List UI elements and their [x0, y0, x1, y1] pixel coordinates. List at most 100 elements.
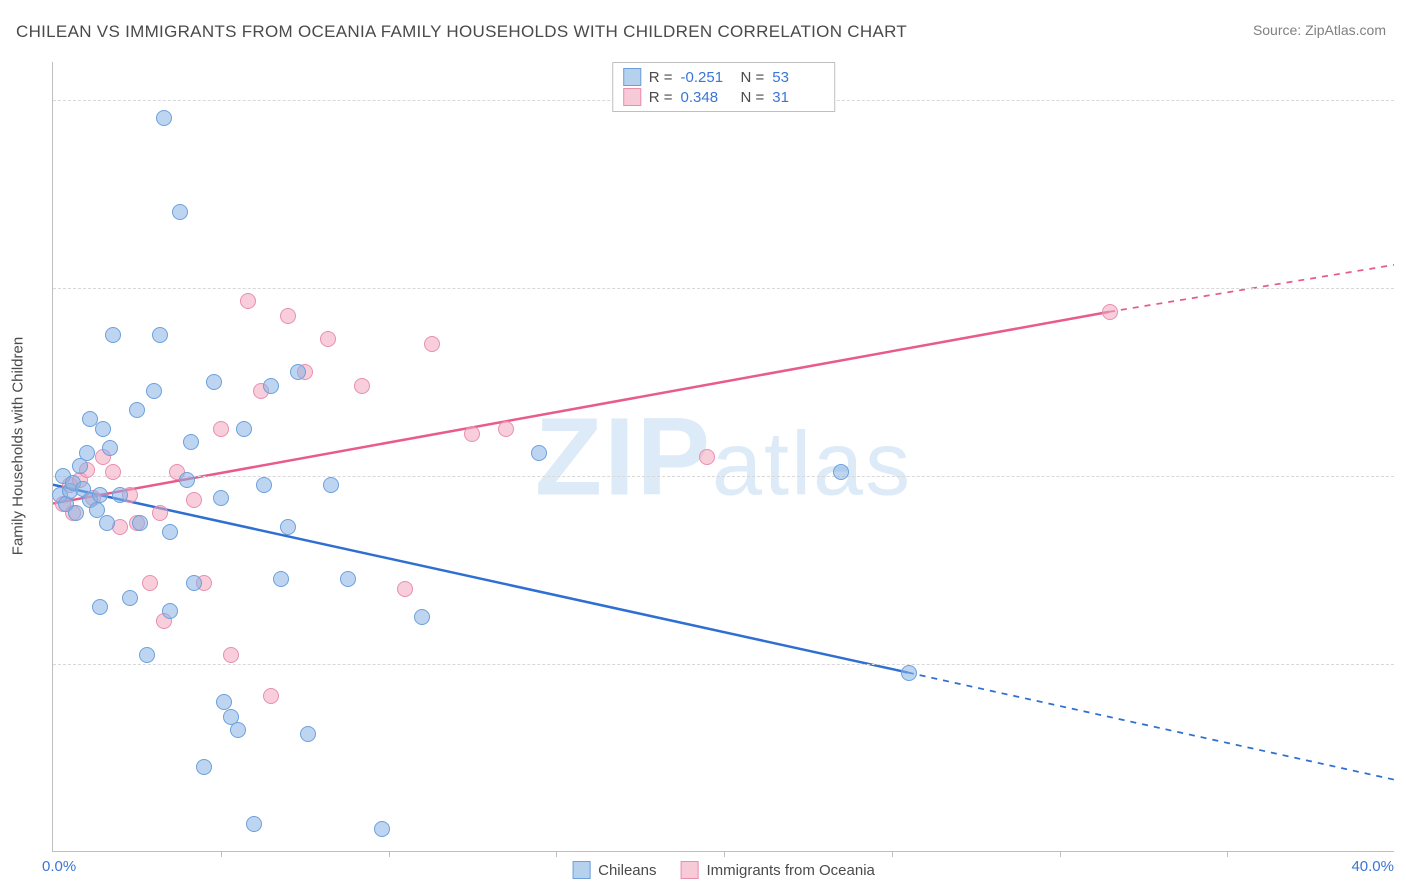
blue-point: [290, 364, 306, 380]
blue-point: [833, 464, 849, 480]
blue-swatch-icon: [623, 68, 641, 86]
y-axis-title: Family Households with Children: [10, 337, 27, 555]
blue-point: [68, 505, 84, 521]
chart-container: CHILEAN VS IMMIGRANTS FROM OCEANIA FAMIL…: [0, 0, 1406, 892]
blue-point: [112, 487, 128, 503]
blue-point: [186, 575, 202, 591]
grid-line: [53, 288, 1394, 289]
blue-point: [901, 665, 917, 681]
blue-point: [139, 647, 155, 663]
blue-point: [414, 609, 430, 625]
blue-point: [263, 378, 279, 394]
blue-r-value: -0.251: [681, 69, 733, 86]
blue-point: [99, 515, 115, 531]
grid-line: [53, 664, 1394, 665]
correlation-legend-row-blue: R = -0.251 N = 53: [623, 67, 825, 87]
pink-point: [699, 449, 715, 465]
x-max-label: 40.0%: [1351, 858, 1394, 875]
blue-point: [92, 487, 108, 503]
blue-point: [95, 421, 111, 437]
blue-point: [122, 590, 138, 606]
pink-point: [354, 378, 370, 394]
series-legend-item-blue: Chileans: [572, 861, 656, 879]
blue-point: [129, 402, 145, 418]
watermark: ZIPatlas: [535, 393, 912, 520]
pink-point: [498, 421, 514, 437]
blue-point: [246, 816, 262, 832]
pink-point: [186, 492, 202, 508]
pink-series-label: Immigrants from Oceania: [706, 862, 874, 879]
blue-point: [152, 327, 168, 343]
grid-line: [53, 476, 1394, 477]
r-label: R =: [649, 69, 673, 86]
blue-point: [280, 519, 296, 535]
blue-point: [531, 445, 547, 461]
blue-point: [79, 445, 95, 461]
blue-point: [146, 383, 162, 399]
x-origin-label: 0.0%: [42, 858, 76, 875]
blue-trend-solid: [53, 485, 908, 673]
pink-swatch-icon: [623, 88, 641, 106]
pink-point: [223, 647, 239, 663]
blue-point: [206, 374, 222, 390]
blue-point: [183, 434, 199, 450]
source-citation: Source: ZipAtlas.com: [1253, 22, 1386, 38]
blue-point: [236, 421, 252, 437]
x-tick: [1060, 851, 1061, 857]
blue-point: [323, 477, 339, 493]
blue-point: [102, 440, 118, 456]
correlation-legend-row-pink: R = 0.348 N = 31: [623, 87, 825, 107]
blue-point: [162, 603, 178, 619]
blue-point: [92, 599, 108, 615]
pink-point: [263, 688, 279, 704]
pink-point: [213, 421, 229, 437]
x-tick: [556, 851, 557, 857]
series-legend: Chileans Immigrants from Oceania: [572, 861, 875, 879]
blue-point: [105, 327, 121, 343]
blue-point: [213, 490, 229, 506]
blue-point: [132, 515, 148, 531]
pink-point: [105, 464, 121, 480]
pink-point: [142, 575, 158, 591]
blue-series-label: Chileans: [598, 862, 656, 879]
pink-point: [152, 505, 168, 521]
blue-swatch-icon: [572, 861, 590, 879]
blue-point: [179, 472, 195, 488]
n-label: N =: [741, 89, 765, 106]
x-tick: [892, 851, 893, 857]
pink-trend-solid: [53, 312, 1109, 504]
x-tick: [221, 851, 222, 857]
pink-point: [280, 308, 296, 324]
blue-point: [340, 571, 356, 587]
blue-point: [374, 821, 390, 837]
blue-trend-dashed: [908, 673, 1394, 780]
blue-point: [300, 726, 316, 742]
correlation-legend: R = -0.251 N = 53 R = 0.348 N = 31: [612, 62, 836, 112]
series-legend-item-pink: Immigrants from Oceania: [680, 861, 874, 879]
pink-point: [1102, 304, 1118, 320]
blue-point: [156, 110, 172, 126]
n-label: N =: [741, 69, 765, 86]
chart-title: CHILEAN VS IMMIGRANTS FROM OCEANIA FAMIL…: [16, 22, 907, 42]
x-tick: [1227, 851, 1228, 857]
blue-point: [162, 524, 178, 540]
plot-area: ZIPatlas R = -0.251 N = 53 R = 0.348 N =…: [52, 62, 1394, 852]
blue-point: [256, 477, 272, 493]
blue-n-value: 53: [772, 69, 824, 86]
x-tick: [389, 851, 390, 857]
pink-point: [240, 293, 256, 309]
blue-point: [273, 571, 289, 587]
blue-point: [216, 694, 232, 710]
r-label: R =: [649, 89, 673, 106]
pink-r-value: 0.348: [681, 89, 733, 106]
x-tick: [724, 851, 725, 857]
blue-point: [196, 759, 212, 775]
pink-point: [424, 336, 440, 352]
watermark-rest: atlas: [712, 414, 912, 514]
blue-point: [230, 722, 246, 738]
pink-n-value: 31: [772, 89, 824, 106]
trend-lines-svg: [53, 62, 1394, 851]
watermark-bold: ZIP: [535, 395, 712, 518]
pink-point: [464, 426, 480, 442]
pink-swatch-icon: [680, 861, 698, 879]
